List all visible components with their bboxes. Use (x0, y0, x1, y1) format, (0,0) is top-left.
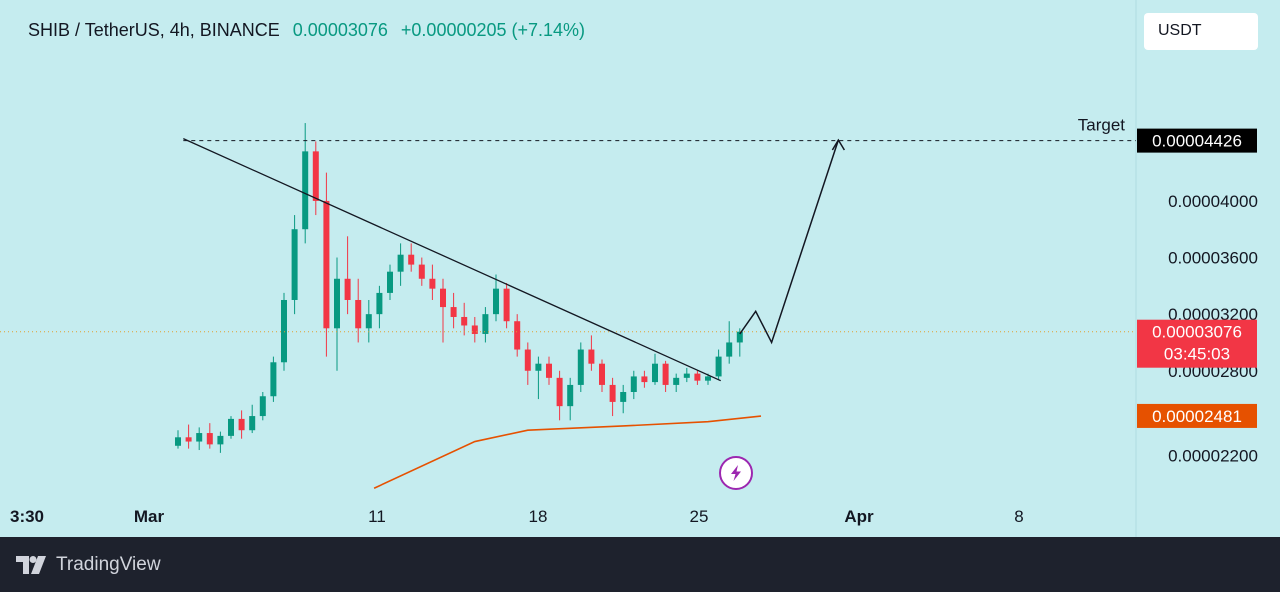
candle-body (514, 321, 521, 350)
candle-body (302, 151, 309, 230)
target-price-text: 0.00004426 (1152, 132, 1242, 151)
candle-body (599, 363, 605, 385)
countdown-text: 03:45:03 (1164, 345, 1230, 364)
last-price: 0.00003076 (292, 20, 388, 40)
candle-body (238, 418, 245, 431)
candle-body (312, 151, 319, 201)
candle-body (259, 396, 266, 417)
candle-body (323, 200, 330, 329)
candle-body (249, 416, 256, 431)
moving-average-line (373, 415, 762, 489)
current-price-label (1137, 319, 1257, 368)
candle-body (736, 331, 743, 343)
y-tick-label: 0.00004000 (1168, 192, 1258, 211)
currency-button[interactable]: USDT (1144, 13, 1258, 50)
ma-price-text: 0.00002481 (1152, 407, 1242, 426)
candle-body (387, 271, 393, 293)
candle-body (715, 356, 722, 377)
candle-body (376, 292, 383, 315)
lightning-bolt-icon[interactable] (719, 456, 753, 490)
candle-body (694, 373, 701, 381)
symbol-text: SHIB / TetherUS, 4h, BINANCE (28, 20, 280, 40)
candle-body (588, 349, 595, 364)
price-change: +0.00000205 (+7.14%) (400, 20, 586, 40)
tradingview-logo-icon (16, 556, 46, 574)
candle-body (471, 325, 478, 334)
candle-body (281, 299, 287, 363)
y-tick-label: 0.00003600 (1168, 249, 1258, 268)
x-tick-label: 3:30 (10, 507, 44, 526)
x-tick-label: Apr (844, 507, 874, 526)
candle-body (429, 278, 436, 289)
x-tick-label: 18 (529, 507, 548, 526)
candle-body (630, 376, 637, 392)
candle-body (673, 377, 680, 385)
candle-body (524, 349, 531, 371)
x-tick-label: 11 (368, 507, 386, 526)
candle-body (196, 433, 203, 442)
tradingview-logo[interactable]: TradingView (16, 554, 161, 576)
candle-body (577, 349, 584, 385)
candle-body (397, 254, 404, 272)
candle-body (228, 418, 234, 436)
candle-body (652, 363, 658, 383)
candle-body (609, 384, 616, 402)
candle-body (556, 377, 563, 407)
candle-body (450, 307, 457, 317)
candle-body (206, 433, 213, 445)
x-tick-label: Mar (134, 507, 165, 526)
candle-body (185, 437, 192, 442)
y-tick-label: 0.00002200 (1168, 447, 1258, 466)
brand-name: TradingView (56, 554, 161, 575)
candle-body (365, 314, 372, 329)
x-tick-label: 8 (1014, 507, 1023, 526)
candle-body (408, 254, 415, 265)
current-price-text: 0.00003076 (1152, 323, 1242, 342)
candle-body (440, 288, 446, 308)
candle-body (641, 376, 648, 383)
candle-body (217, 435, 224, 445)
projection-path (739, 139, 840, 345)
candle-body (705, 376, 711, 381)
candle-body (175, 437, 181, 446)
candle-body (620, 392, 627, 402)
candle-body (493, 288, 499, 315)
candlestick-chart[interactable]: 0.000040000.000036000.000032000.00002800… (0, 0, 1280, 537)
ma-price-label (1137, 403, 1257, 428)
candle-body (567, 384, 574, 407)
candle-body (503, 288, 510, 322)
x-tick-label: 25 (690, 507, 709, 526)
candle-body (535, 363, 542, 371)
trendline (183, 138, 721, 382)
candle-body (461, 316, 468, 326)
candle-body (683, 373, 690, 378)
candle-body (291, 229, 298, 300)
candle-body (546, 363, 552, 378)
candle-body (482, 314, 489, 334)
projection-arrowhead (831, 138, 846, 151)
candle-body (355, 299, 362, 329)
candle-body (726, 342, 733, 357)
chart-area[interactable]: 0.00004000 0.00003600 0.00003200 0.00002800… (0, 0, 1280, 537)
symbol-header: SHIB / TetherUS, 4h, BINANCE 0.00003076 … (28, 20, 585, 41)
target-price-label (1137, 128, 1257, 153)
candle-body (662, 363, 669, 385)
y-tick-label: 0.00003200 (1168, 305, 1258, 324)
candle-body (270, 362, 277, 397)
target-text: Target (1078, 116, 1126, 135)
candle-body (334, 278, 340, 329)
candle-body (418, 264, 425, 279)
candle-body (344, 278, 351, 300)
